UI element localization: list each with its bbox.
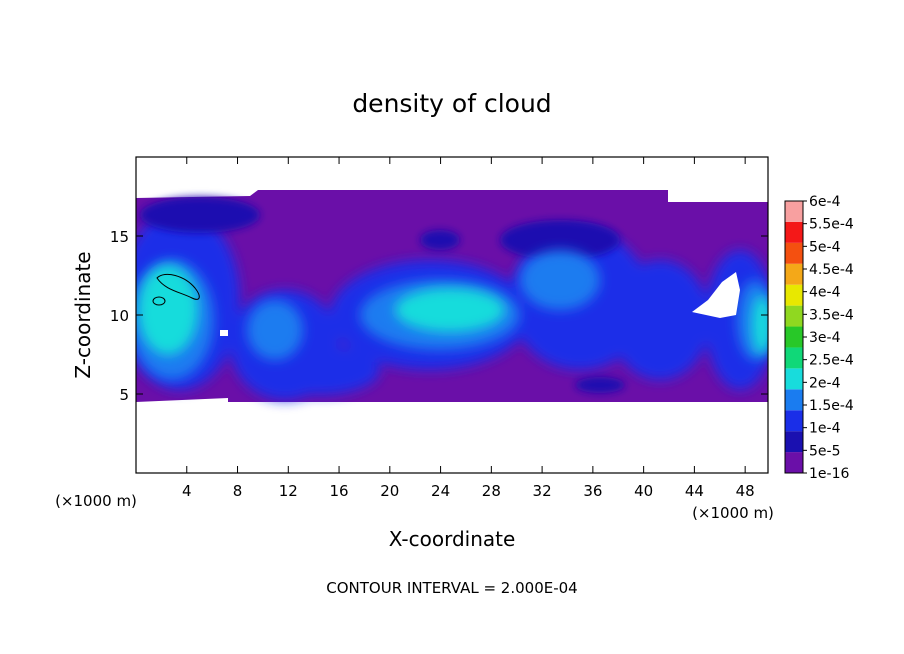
colorbar-label: 2.5e-4: [809, 353, 854, 369]
x-tick-label: 24: [431, 482, 450, 500]
colorbar-swatch: [785, 201, 803, 222]
colorbar-label: 6e-4: [809, 194, 841, 210]
x-tick-label: 36: [583, 482, 602, 500]
band-2e-4: [138, 265, 768, 355]
colorbar-label: 1e-4: [809, 421, 841, 437]
colorbar-label: 4.5e-4: [809, 262, 854, 278]
x-tick-label: 8: [233, 482, 243, 500]
colorbar-label: 5e-5: [809, 443, 840, 459]
colorbar-swatch: [785, 221, 803, 243]
colorbar-swatch: [785, 326, 803, 348]
density-field: [136, 157, 768, 473]
colorbar-label: 1e-16: [809, 466, 849, 482]
colorbar-label: 1.5e-4: [809, 398, 854, 414]
colorbar-swatch: [785, 452, 803, 473]
colorbar-swatch: [785, 410, 803, 432]
x-unit-right: (×1000 m): [692, 504, 774, 522]
colorbar-label: 2e-4: [809, 375, 841, 391]
colorbar-label: 5.5e-4: [809, 217, 854, 233]
x-axis-label: X-coordinate: [389, 527, 516, 551]
x-tick-label: 44: [685, 482, 704, 500]
colorbar: 1e-16 5e-5 1e-4 1.5e-4 2e-4 2.5e-4 3e-4 3.5e-4 4…: [784, 194, 854, 482]
y-axis-ticks: 5 10 15: [110, 228, 768, 404]
colorbar-label: 3e-4: [809, 330, 841, 346]
x-axis-ticks: 4 8 12 16 20 24 28 32 36 40 44 48: [182, 157, 755, 500]
x-tick-label: 20: [380, 482, 399, 500]
band-5e-5: [140, 197, 625, 393]
x-tick-label: 4: [182, 482, 192, 500]
colorbar-label: 4e-4: [809, 285, 841, 301]
x-tick-label: 32: [533, 482, 552, 500]
contour-lines: [152, 273, 200, 306]
x-tick-label: 40: [634, 482, 653, 500]
colorbar-swatch: [785, 368, 803, 390]
x-unit-left: (×1000 m): [55, 492, 137, 510]
colorbar-swatch: [785, 284, 803, 306]
colorbar-label: 3.5e-4: [809, 307, 854, 323]
y-tick-label: 10: [110, 307, 129, 325]
x-tick-label: 28: [482, 482, 501, 500]
colorbar-swatch: [785, 263, 803, 285]
y-tick-label: 15: [110, 228, 129, 246]
colorbar-swatch: [785, 431, 803, 453]
x-tick-label: 16: [330, 482, 349, 500]
colorbar-swatch: [785, 305, 803, 327]
y-axis-label: Z-coordinate: [71, 251, 95, 378]
x-tick-label: 12: [279, 482, 298, 500]
contour-interval-note: CONTOUR INTERVAL = 2.000E-04: [326, 579, 577, 597]
colorbar-swatch: [785, 242, 803, 264]
colorbar-swatch: [785, 389, 803, 411]
chart-title: density of cloud: [352, 89, 551, 118]
colorbar-swatch: [785, 347, 803, 369]
colorbar-label: 5e-4: [809, 239, 841, 255]
y-tick-label: 5: [119, 386, 129, 404]
clear-air-holes: [220, 183, 740, 336]
x-tick-label: 48: [736, 482, 755, 500]
